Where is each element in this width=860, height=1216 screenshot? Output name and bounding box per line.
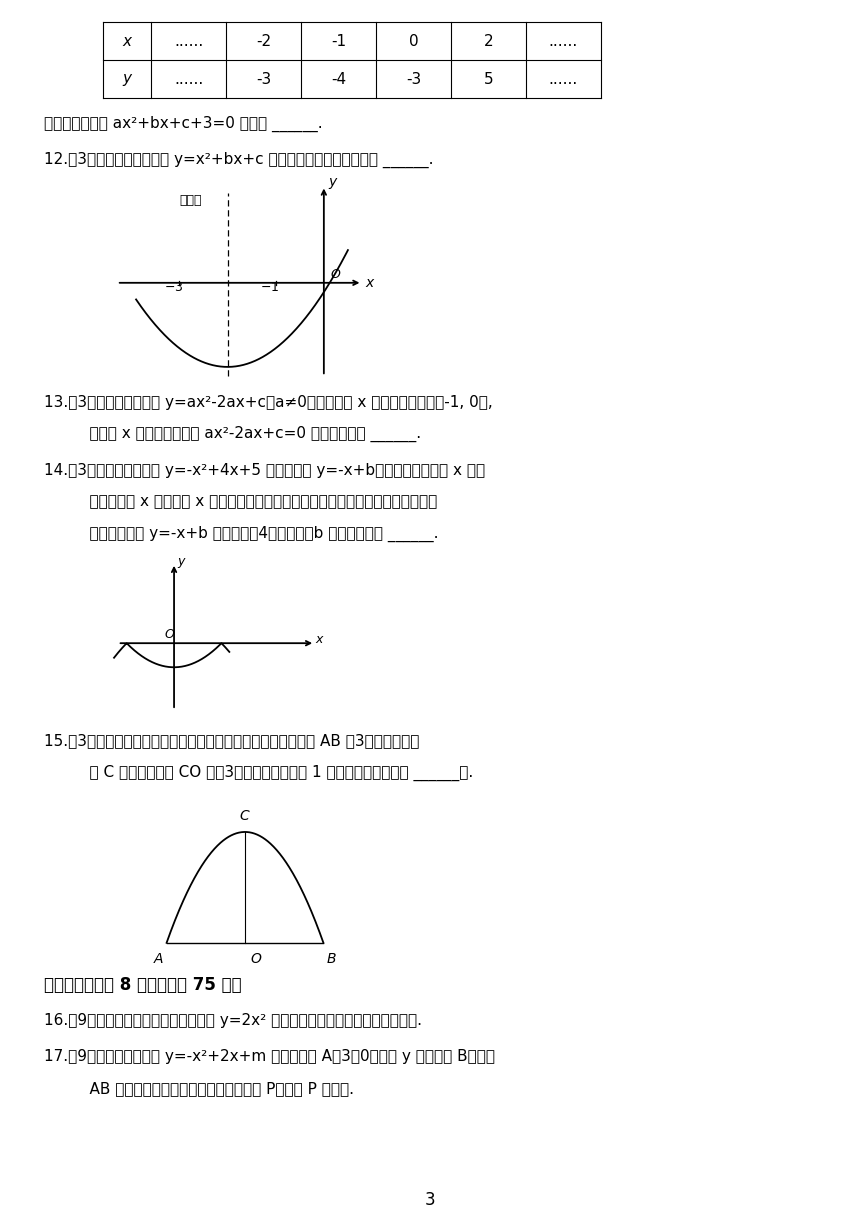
- Text: ......: ......: [549, 34, 578, 49]
- Text: 0: 0: [408, 34, 418, 49]
- Text: 15.（3分）如图是一个横断面为抛物线形状的拱桥，此时水面宽 AB 为3米，拱桥最高: 15.（3分）如图是一个横断面为抛物线形状的拱桥，此时水面宽 AB 为3米，拱桥…: [44, 733, 420, 749]
- Text: -2: -2: [256, 34, 271, 49]
- Text: $B$: $B$: [326, 952, 336, 966]
- Text: x: x: [122, 34, 132, 49]
- Text: 则一元二次方程 ax²+bx+c+3=0 的解为 ______.: 则一元二次方程 ax²+bx+c+3=0 的解为 ______.: [44, 116, 322, 133]
- Text: -3: -3: [256, 72, 271, 86]
- Text: $O$: $O$: [329, 269, 341, 281]
- Text: 2: 2: [483, 34, 494, 49]
- Text: 示），当直线 y=-x+b 与新图象有4个交点时，b 的取値范围是 ______.: 示），当直线 y=-x+b 与新图象有4个交点时，b 的取値范围是 ______…: [70, 525, 439, 542]
- Text: -4: -4: [331, 72, 346, 86]
- Text: 12.（3分）如图是二次函数 y=x²+bx+c 的图象，该函数的最小值是 ______.: 12.（3分）如图是二次函数 y=x²+bx+c 的图象，该函数的最小值是 __…: [44, 152, 433, 168]
- Text: $-3$: $-3$: [164, 281, 183, 294]
- Text: 14.（3分）已知二次函数 y=-x²+4x+5 及一次函数 y=-x+b，将该二次函数在 x 轴上: 14.（3分）已知二次函数 y=-x²+4x+5 及一次函数 y=-x+b，将该…: [44, 462, 485, 478]
- Text: $O$: $O$: [250, 952, 262, 966]
- Text: $O$: $O$: [164, 627, 175, 641]
- Text: y: y: [122, 72, 132, 86]
- Text: $C$: $C$: [239, 809, 251, 823]
- Text: $A$: $A$: [153, 952, 164, 966]
- Text: 3: 3: [425, 1190, 435, 1209]
- Text: -3: -3: [406, 72, 421, 86]
- Text: AB 与这个二次函数图象的对称轴交于点 P，求点 P 的坐标.: AB 与这个二次函数图象的对称轴交于点 P，求点 P 的坐标.: [70, 1081, 354, 1097]
- Text: ......: ......: [174, 34, 203, 49]
- Text: $-1$: $-1$: [261, 281, 280, 294]
- Text: $y$: $y$: [328, 175, 339, 191]
- Text: 5: 5: [483, 72, 494, 86]
- Text: 点 C 离水面的距离 CO 也为3米，则当水位上升 1 米后，水面的宽度为 ______米.: 点 C 离水面的距离 CO 也为3米，则当水位上升 1 米后，水面的宽度为 __…: [70, 765, 473, 781]
- Text: 对称轴: 对称轴: [180, 195, 202, 207]
- Text: $x$: $x$: [365, 276, 376, 289]
- Text: $y$: $y$: [177, 556, 187, 570]
- Text: ......: ......: [549, 72, 578, 86]
- Text: 17.（9分）已知二次函数 y=-x²+2x+m 的图象过点 A（3，0），与 y 轴交于点 B，直线: 17.（9分）已知二次函数 y=-x²+2x+m 的图象过点 A（3，0），与 …: [44, 1049, 495, 1064]
- Text: 16.（9分）在直角坐标系中，画出函数 y=2x² 的图象（取値、描点、连线、画图）.: 16.（9分）在直角坐标系中，画出函数 y=2x² 的图象（取値、描点、连线、画…: [44, 1013, 422, 1029]
- Text: $x$: $x$: [315, 634, 325, 646]
- Text: 三、解答题（共 8 小题，满分 75 分）: 三、解答题（共 8 小题，满分 75 分）: [44, 976, 242, 993]
- Text: ......: ......: [174, 72, 203, 86]
- Text: 方的图象沿 x 轴翻折到 x 轴下方，图象的其余部分不变，得到一个新图象（如图所: 方的图象沿 x 轴翻折到 x 轴下方，图象的其余部分不变，得到一个新图象（如图所: [70, 495, 437, 510]
- Text: 13.（3分）已知二次函数 y=ax²-2ax+c（a≠0）的图象与 x 轴的一个交点为（-1, 0）,: 13.（3分）已知二次函数 y=ax²-2ax+c（a≠0）的图象与 x 轴的一…: [44, 394, 493, 410]
- Text: 则关于 x 的一元二次方程 ax²-2ax+c=0 的两根之积是 ______.: 则关于 x 的一元二次方程 ax²-2ax+c=0 的两根之积是 ______.: [70, 426, 421, 443]
- Text: -1: -1: [331, 34, 346, 49]
